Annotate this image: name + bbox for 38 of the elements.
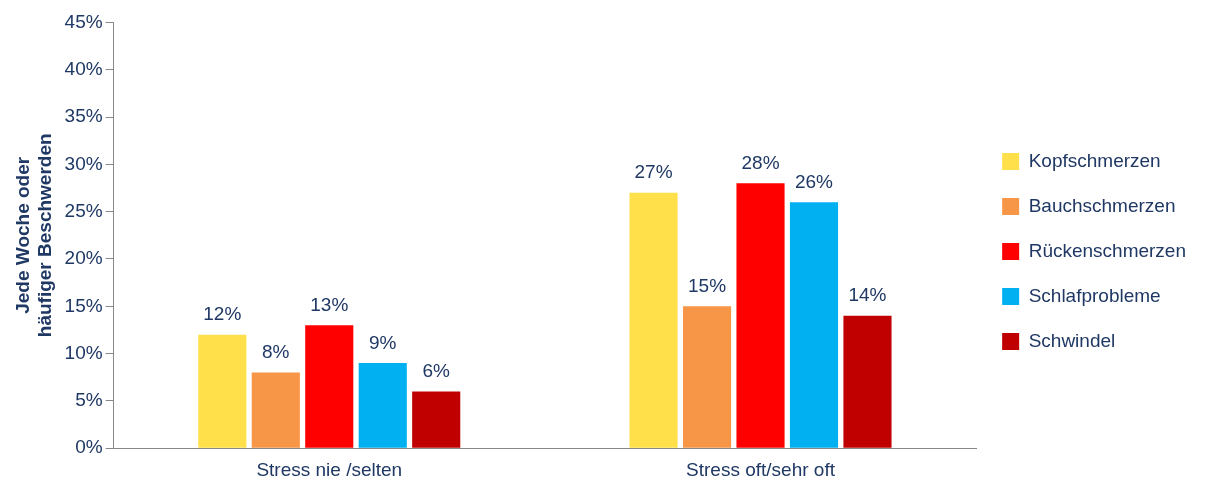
data-label: 12% (203, 303, 242, 325)
legend-label: Schlafprobleme (1028, 284, 1161, 306)
bar (305, 325, 354, 448)
bar (629, 192, 678, 448)
data-label: 28% (741, 151, 780, 173)
data-label: 27% (634, 161, 673, 183)
x-tick-label: Stress oft/sehr oft (686, 458, 836, 480)
bar (251, 372, 300, 448)
y-tick-label: 5% (75, 389, 103, 411)
bar (682, 306, 732, 448)
data-label: 8% (262, 341, 290, 363)
legend-label: Rückenschmerzen (1028, 239, 1186, 261)
data-label: 9% (369, 331, 397, 353)
legend-label: Kopfschmerzen (1028, 149, 1161, 171)
data-label: 6% (422, 360, 451, 382)
bar (358, 363, 407, 448)
data-label: 13% (310, 293, 349, 315)
bar (412, 391, 461, 448)
y-tick-label: 20% (64, 247, 103, 269)
y-tick-label: 0% (75, 436, 103, 458)
y-tick-label: 15% (64, 294, 103, 316)
y-tick-label: 45% (64, 10, 103, 32)
bar (198, 334, 247, 448)
legend-label: Schwindel (1028, 329, 1116, 351)
y-tick-label: 25% (64, 199, 103, 221)
legend-label: Bauchschmerzen (1028, 194, 1176, 216)
y-tick-label: 10% (64, 341, 103, 363)
bar (736, 183, 785, 448)
y-tick-label: 35% (64, 105, 103, 127)
y-tick-label: 30% (64, 152, 103, 174)
data-label: 14% (848, 284, 887, 306)
bar (843, 315, 892, 448)
data-label: 26% (794, 170, 834, 192)
x-tick-label: Stress nie /selten (256, 458, 403, 480)
y-tick-label: 40% (64, 57, 103, 79)
y-axis-title: Jede Woche oder häufiger Beschwerden (11, 133, 56, 338)
bar (789, 202, 839, 448)
data-label: 15% (688, 275, 727, 296)
